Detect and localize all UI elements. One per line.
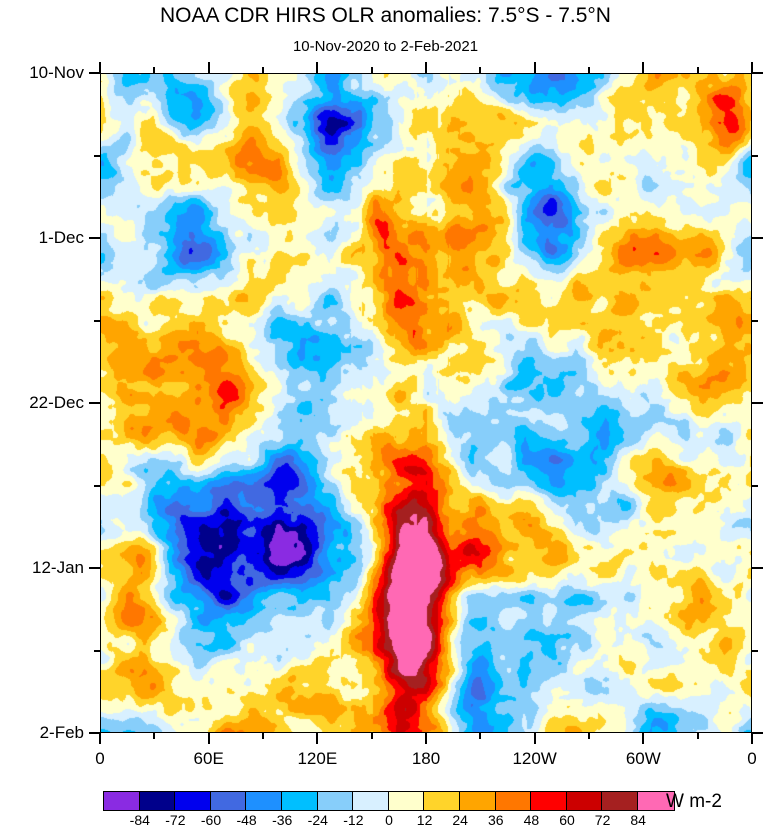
colorbar-tick-label: 48 — [523, 812, 540, 828]
colorbar-tick-label: 60 — [559, 812, 575, 828]
x-axis-minor-tick — [370, 733, 373, 739]
y-axis-major-tick — [752, 402, 763, 404]
y-axis-major-tick — [89, 72, 100, 74]
y-axis-major-tick — [752, 72, 763, 74]
colorbar-swatch — [459, 792, 496, 810]
y-axis-tick-label: 10-Nov — [29, 63, 84, 82]
colorbar-tick-label: -48 — [236, 812, 257, 828]
x-axis-major-tick — [751, 62, 753, 73]
x-axis-minor-tick — [262, 733, 264, 739]
colorbar-swatch — [531, 792, 567, 810]
y-axis-major-tick — [752, 732, 763, 734]
y-axis-minor-tick — [94, 319, 100, 322]
colorbar-tick-label: -72 — [165, 812, 186, 828]
x-axis-major-tick — [99, 733, 101, 744]
x-axis-minor-tick — [479, 67, 482, 73]
figure-title: NOAA CDR HIRS OLR anomalies: 7.5°S - 7.5… — [160, 4, 611, 27]
x-axis-tick-label: 120E — [297, 749, 338, 768]
y-axis-major-tick — [89, 237, 100, 239]
x-axis-major-tick — [425, 733, 427, 744]
colorbar-swatch — [353, 792, 389, 810]
x-axis-tick-label: 120W — [512, 749, 557, 768]
y-axis-minor-tick — [752, 154, 758, 157]
x-axis-minor-tick — [262, 67, 264, 73]
y-axis-tick-label: 2-Feb — [39, 723, 84, 742]
colorbar-swatch — [210, 792, 247, 810]
x-axis-minor-tick — [153, 67, 156, 73]
x-axis-major-tick — [316, 62, 319, 73]
colorbar-swatch — [317, 792, 354, 810]
y-axis-major-tick — [89, 567, 100, 569]
y-axis-minor-tick — [752, 649, 758, 652]
colorbar-swatch — [139, 792, 176, 810]
x-axis-major-tick — [642, 733, 645, 744]
colorbar-tick-label: -36 — [272, 812, 293, 828]
colorbar-swatch — [566, 792, 603, 810]
x-axis-tick-label: 0 — [95, 749, 105, 768]
colorbar-swatch — [495, 792, 532, 810]
colorbar — [103, 791, 675, 811]
y-axis-major-tick — [752, 567, 763, 569]
y-axis-major-tick — [89, 402, 100, 404]
x-axis-minor-tick — [696, 733, 699, 739]
colorbar-tick-label: -60 — [200, 812, 222, 828]
y-axis-major-tick — [89, 732, 100, 734]
y-axis-major-tick — [752, 237, 763, 239]
y-axis-minor-tick — [752, 484, 758, 487]
x-axis-major-tick — [99, 62, 101, 73]
x-axis-minor-tick — [588, 733, 590, 739]
x-axis-tick-label: 60E — [193, 749, 224, 768]
colorbar-swatch — [637, 792, 674, 810]
hovmoller-heatmap-canvas — [101, 74, 751, 732]
x-axis-minor-tick — [370, 67, 373, 73]
colorbar-units-label: W m-2 — [666, 791, 722, 812]
y-axis-minor-tick — [94, 154, 100, 157]
x-axis-major-tick — [642, 62, 645, 73]
x-axis-major-tick — [533, 733, 536, 744]
colorbar-swatch — [602, 792, 638, 810]
colorbar-tick-label: 84 — [630, 812, 646, 828]
colorbar-tick-label: 24 — [452, 812, 468, 828]
colorbar-tick-label: 0 — [385, 812, 393, 828]
x-axis-tick-label: 60W — [625, 749, 661, 768]
x-axis-minor-tick — [588, 67, 590, 73]
colorbar-tick-label: 12 — [416, 812, 433, 828]
x-axis-major-tick — [425, 62, 427, 73]
y-axis-tick-label: 1-Dec — [38, 228, 84, 247]
colorbar-tick-label: 36 — [488, 812, 504, 828]
x-axis-tick-label: 180 — [411, 749, 441, 768]
figure-subtitle: 10-Nov-2020 to 2-Feb-2021 — [292, 38, 479, 55]
colorbar-swatch — [388, 792, 425, 810]
x-axis-major-tick — [533, 62, 536, 73]
colorbar-tick-label: -24 — [307, 812, 328, 828]
colorbar-swatch — [104, 792, 140, 810]
colorbar-swatch — [424, 792, 460, 810]
x-axis-major-tick — [207, 62, 210, 73]
y-axis-tick-label: 12-Jan — [32, 558, 84, 577]
colorbar-tick-label: -84 — [129, 812, 150, 828]
colorbar-swatch — [281, 792, 318, 810]
y-axis-minor-tick — [752, 319, 758, 322]
x-axis-tick-label: 0 — [747, 749, 757, 768]
x-axis-major-tick — [316, 733, 319, 744]
colorbar-tick-label: 72 — [594, 812, 611, 828]
y-axis-minor-tick — [94, 484, 100, 487]
x-axis-major-tick — [207, 733, 210, 744]
colorbar-tick-label: -12 — [343, 812, 364, 828]
colorbar-swatch — [175, 792, 211, 810]
x-axis-minor-tick — [479, 733, 482, 739]
y-axis-minor-tick — [94, 649, 100, 652]
colorbar-swatch — [246, 792, 282, 810]
y-axis-tick-label: 22-Dec — [29, 393, 84, 412]
x-axis-major-tick — [751, 733, 753, 744]
x-axis-minor-tick — [153, 733, 156, 739]
hovmoller-plot-area — [100, 73, 752, 733]
x-axis-minor-tick — [696, 67, 699, 73]
